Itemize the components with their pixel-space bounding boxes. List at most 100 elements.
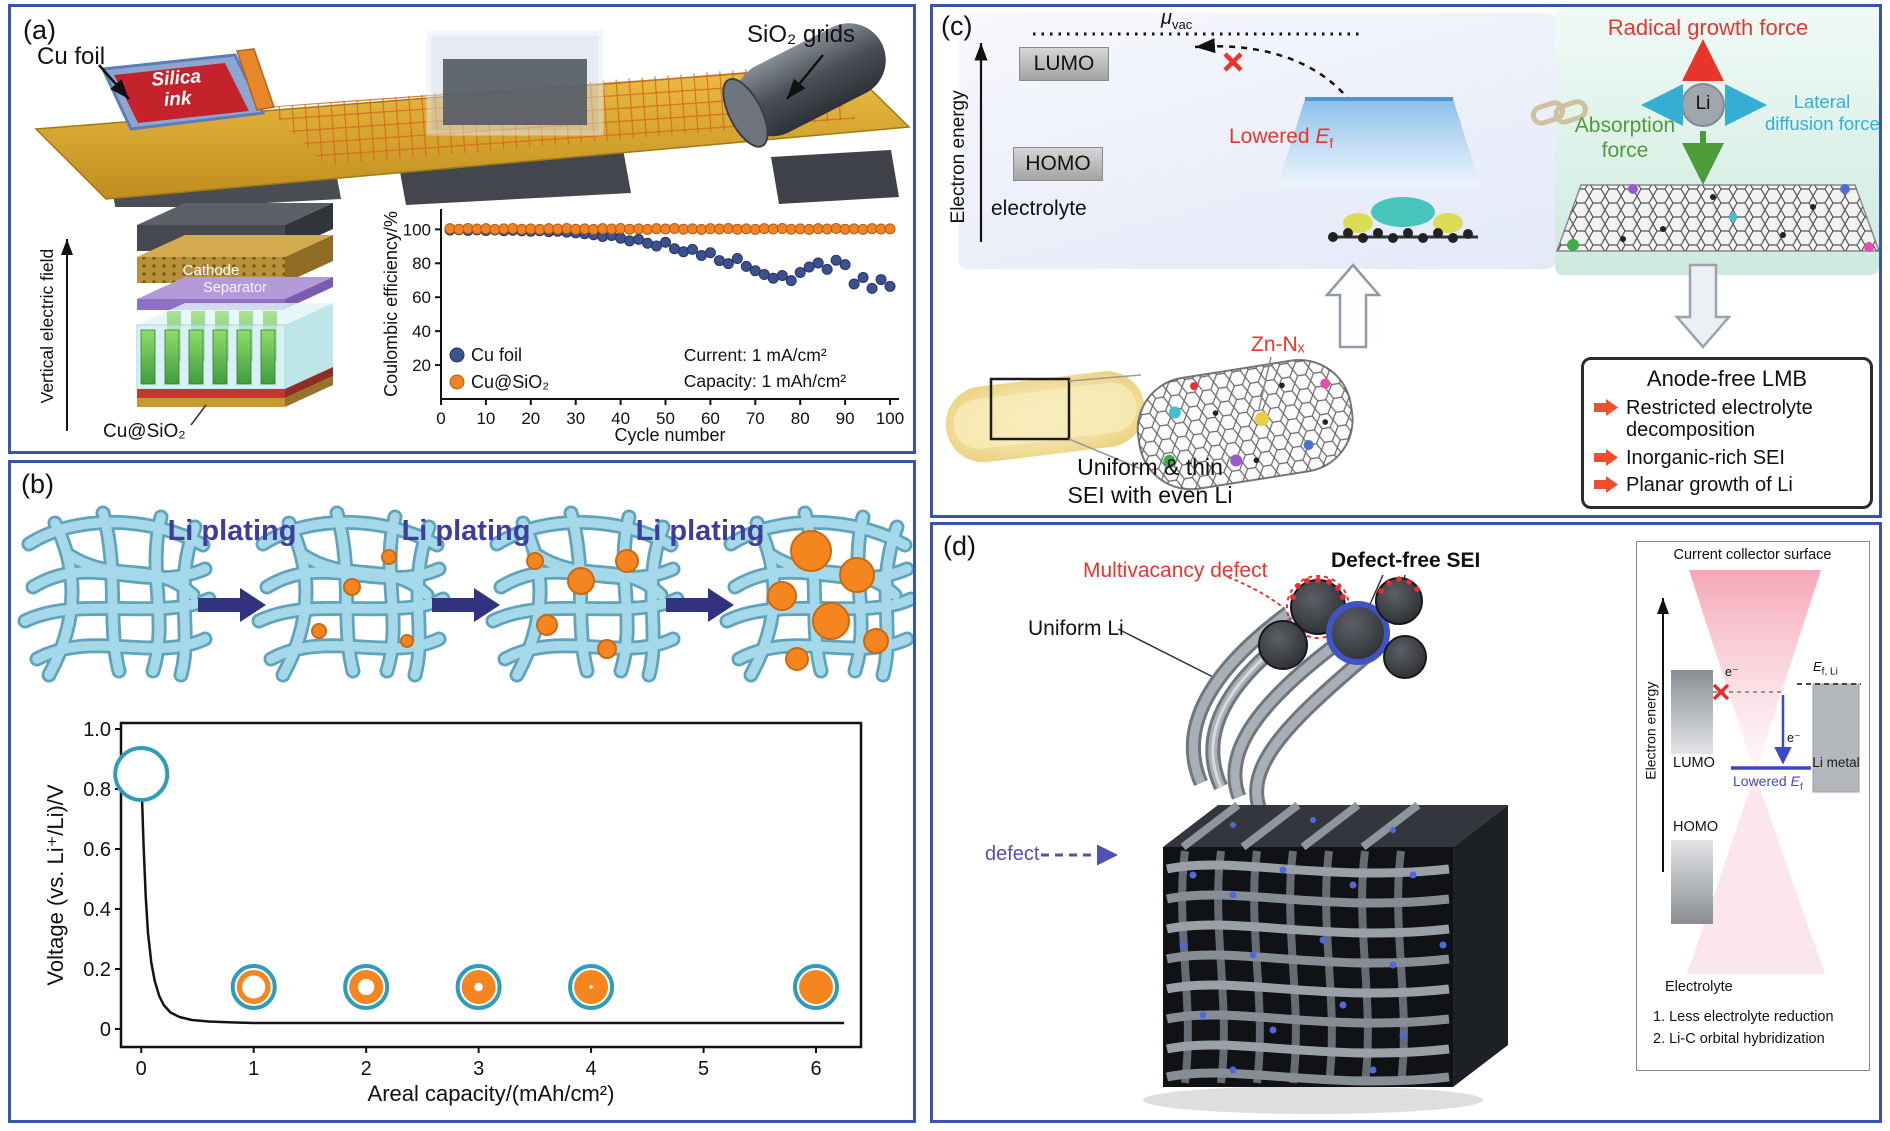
- silica-ink-pad: [114, 63, 249, 123]
- fiber-network-stage-1: [17, 505, 217, 683]
- sei-caption: Uniform & thin SEI with even Li: [1067, 454, 1233, 509]
- svg-text:0.4: 0.4: [83, 899, 111, 921]
- svg-text:20: 20: [412, 356, 431, 375]
- electron-label: e⁻: [1787, 731, 1801, 745]
- sio2-grids-pointer: [786, 54, 824, 100]
- svg-text:Cu@SiO₂: Cu@SiO₂: [471, 372, 549, 392]
- electron-label: e⁻: [1725, 665, 1739, 679]
- panel-a: 0 10 20 30 40 50 60 70 80 90 100 20 40 60 80 100 Cycle n…: [8, 4, 916, 454]
- li-metal-block: [1812, 683, 1860, 793]
- cathode-label: Cathode: [182, 262, 240, 279]
- separator-side: [285, 277, 333, 309]
- electron-beam-cone: [1689, 570, 1821, 774]
- svg-text:40: 40: [412, 322, 431, 341]
- separator-top: [137, 277, 333, 299]
- panel-b-tag: (b): [21, 469, 54, 499]
- zn-nx-pointer: [1258, 356, 1272, 410]
- fiber-host-illustration: [1041, 574, 1508, 1114]
- red-arrow-icon: [1594, 476, 1618, 494]
- link-icon: [1530, 99, 1588, 126]
- svg-text:80: 80: [791, 409, 810, 428]
- adsorbed-molecule: [1328, 197, 1478, 243]
- squeegee-bar: [235, 48, 275, 111]
- up-block-arrow-icon: [1324, 263, 1382, 349]
- graphene-sheet: [1555, 184, 1879, 252]
- svg-text:Capacity: 1 mAh/cm²: Capacity: 1 mAh/cm²: [684, 371, 847, 391]
- cu-sio2-pointer: [190, 404, 207, 426]
- defect-free-sei-ring: [1326, 601, 1390, 665]
- cathode-top: [137, 235, 333, 257]
- svg-text:0: 0: [436, 409, 445, 428]
- lmb-title: Anode-free LMB: [1646, 366, 1808, 391]
- electron-energy-label: Electron energy: [1642, 681, 1659, 780]
- panel-d: (d) Multivacancy defect Defect-free SEI …: [930, 522, 1882, 1123]
- li-plating-arrow-icon: [198, 588, 266, 622]
- woven-fiber-cube: [1143, 801, 1508, 1114]
- svg-text:Areal capacity/(mAh/cm²): Areal capacity/(mAh/cm²): [368, 1081, 615, 1106]
- homo-label: HOMO: [1673, 819, 1719, 835]
- svg-text:Current: 1 mA/cm²: Current: 1 mA/cm²: [684, 345, 827, 365]
- li-atom-label: Li: [1695, 93, 1711, 114]
- sio2-grids-label: SiO₂ grids: [747, 21, 856, 48]
- lmb-item: Restricted electrolyte decomposition: [1594, 397, 1860, 442]
- separator-label: Separator: [203, 280, 267, 296]
- base-layer-cu: [137, 398, 285, 407]
- energy-diagram-inset: Electron energy Current collector surfac…: [1636, 541, 1870, 1071]
- panel-c-tag: (c): [941, 11, 973, 41]
- inset-note-1: 1. Less electrolyte reduction: [1653, 1009, 1834, 1025]
- roller-cylinder: [722, 23, 886, 148]
- inset-note-2: 2. Li-C orbital hybridization: [1653, 1031, 1825, 1047]
- electron-energy-label: Electron energy: [948, 90, 970, 224]
- coating-process-illustration: [34, 23, 911, 207]
- svg-text:0.8: 0.8: [83, 779, 111, 801]
- li-plating-arrow-icon: [432, 588, 500, 622]
- red-arrow-icon: [1594, 448, 1618, 466]
- svg-text:Voltage (vs. Li⁺/Li)/V: Voltage (vs. Li⁺/Li)/V: [43, 784, 68, 985]
- li-metal-label: Li metal: [1812, 755, 1860, 770]
- vertical-field-label: Vertical electric field: [36, 248, 57, 404]
- homo-band: [1671, 840, 1713, 924]
- svg-text:0.2: 0.2: [83, 959, 111, 981]
- svg-text:3: 3: [473, 1058, 484, 1080]
- svg-text:30: 30: [566, 409, 585, 428]
- anode-free-lmb-box: Anode-free LMB Restricted electrolyte de…: [1581, 357, 1873, 509]
- red-arrow-icon: [1594, 399, 1618, 416]
- lmb-item: Planar growth of Li: [1594, 474, 1860, 496]
- down-block-arrow-icon: [1674, 263, 1732, 349]
- cu-foil-pointer: [98, 64, 130, 100]
- panel-c-graphics: [945, 32, 1879, 491]
- fiber-cross-sections: [1258, 575, 1427, 679]
- svg-text:100: 100: [876, 409, 904, 428]
- svg-text:50: 50: [656, 409, 675, 428]
- lumo-label: LUMO: [1673, 755, 1715, 771]
- lumo-band: [1671, 670, 1713, 754]
- multivacancy-defect-label: Multivacancy defect: [1083, 559, 1268, 582]
- roller-stand: [771, 150, 899, 204]
- panel-b: 0 1 2 3 4 5 6 0 0.2 0.4 0.6 0.8 1.0 Areal capacity/(m…: [8, 460, 916, 1123]
- defect-label: defect: [985, 843, 1040, 865]
- lumo-box: LUMO: [1019, 47, 1109, 81]
- cu-sio2-label: Cu@SiO₂: [103, 421, 186, 442]
- svg-text:0: 0: [100, 1019, 111, 1041]
- uniform-li-label: Uniform Li: [1028, 617, 1124, 640]
- voltage-profile-chart: 0 1 2 3 4 5 6 0 0.2 0.4 0.6 0.8 1.0 Areal capacity/(m…: [43, 719, 863, 1106]
- homo-box: HOMO: [1013, 147, 1103, 181]
- svg-text:4: 4: [586, 1058, 597, 1080]
- electrolyte-side: [285, 303, 333, 389]
- svg-text:60: 60: [701, 409, 720, 428]
- svg-text:6: 6: [810, 1058, 821, 1080]
- svg-text:40: 40: [611, 409, 630, 428]
- top-block: [137, 203, 333, 225]
- zoom-frame: [989, 377, 1071, 441]
- absorption-force-label: Absorption force: [1574, 114, 1676, 163]
- defect-free-sei-label: Defect-free SEI: [1331, 549, 1481, 572]
- lmb-item: Inorganic-rich SEI: [1594, 447, 1860, 469]
- li-plating-label: Li plating: [635, 515, 765, 547]
- svg-text:0: 0: [136, 1058, 147, 1080]
- base-layer-red: [137, 389, 285, 398]
- fiber-network-stage-2: [251, 505, 451, 683]
- panel-a-tag: (a): [23, 15, 56, 45]
- glowing-fiber: [945, 371, 1145, 463]
- svg-text:Cycle number: Cycle number: [614, 425, 725, 445]
